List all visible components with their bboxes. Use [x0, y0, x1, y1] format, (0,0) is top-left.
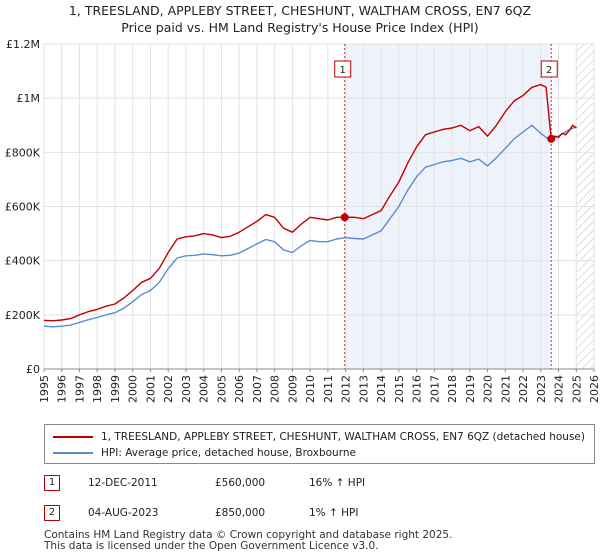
y-tick-label: £400K — [5, 255, 41, 268]
footer-line-1: Contains HM Land Registry data © Crown c… — [44, 529, 453, 541]
x-tick-label: 2003 — [180, 375, 193, 403]
x-tick-label: 2025 — [570, 375, 583, 403]
transaction-row: 1 12-DEC-2011 £560,000 16% ↑ HPI — [44, 473, 564, 493]
x-tick-label: 2004 — [198, 375, 211, 403]
transaction-price: £560,000 — [215, 477, 266, 489]
x-tick-label: 2010 — [304, 375, 317, 403]
sale-marker-badge-label: 2 — [546, 65, 552, 76]
x-tick-label: 2023 — [535, 375, 548, 403]
y-tick-label: £800K — [5, 146, 41, 159]
transaction-badge: 1 — [44, 475, 60, 491]
legend-label-property: 1, TREESLAND, APPLEBY STREET, CHESHUNT, … — [101, 431, 585, 443]
y-tick-label: £600K — [5, 201, 41, 214]
legend-label-hpi: HPI: Average price, detached house, Brox… — [101, 447, 356, 459]
x-tick-label: 2015 — [393, 375, 406, 403]
x-tick-label: 2009 — [286, 375, 299, 403]
transaction-date: 04-AUG-2023 — [88, 507, 159, 519]
x-tick-label: 2019 — [464, 375, 477, 403]
title-line-2: Price paid vs. HM Land Registry's House … — [121, 20, 479, 35]
x-tick-label: 2022 — [517, 375, 530, 403]
x-tick-label: 2000 — [127, 375, 140, 403]
x-tick-label: 2014 — [375, 375, 388, 403]
chart-title: 1, TREESLAND, APPLEBY STREET, CHESHUNT, … — [0, 2, 600, 36]
transaction-price: £850,000 — [215, 507, 266, 519]
x-tick-label: 2011 — [322, 375, 335, 403]
transaction-hpi-delta: 1% ↑ HPI — [309, 507, 359, 519]
property-price-line-tail — [550, 124, 577, 140]
x-tick-label: 2005 — [215, 375, 228, 403]
x-tick-label: 2007 — [251, 375, 264, 403]
sale-marker-badge-label: 1 — [340, 65, 346, 76]
transaction-badge: 2 — [44, 505, 60, 521]
transaction-date: 12-DEC-2011 — [88, 477, 158, 489]
y-tick-label: £200K — [5, 309, 41, 322]
x-tick-label: 2013 — [357, 375, 370, 403]
x-tick-label: 1998 — [91, 375, 104, 403]
y-tick-label: £1.2M — [6, 38, 40, 51]
hpi-line — [43, 124, 577, 328]
x-tick-label: 2006 — [233, 375, 246, 403]
x-tick-label: 2026 — [588, 375, 600, 403]
x-tick-label: 2012 — [340, 375, 353, 403]
x-tick-label: 2021 — [499, 375, 512, 403]
sale-marker-badge — [334, 60, 352, 78]
price-chart: 1 2 £0 £200K £400K £600K £800K £1M £1.2M 1995 1996… — [5, 38, 600, 403]
sale-point — [340, 213, 349, 222]
x-tick-label: 2008 — [269, 375, 282, 403]
legend-swatch-property — [53, 436, 93, 438]
x-tick-label: 2018 — [446, 375, 459, 403]
sale-point — [547, 134, 556, 143]
x-tick-label: 2020 — [482, 375, 495, 403]
x-tick-label: 1996 — [56, 375, 69, 403]
title-line-1: 1, TREESLAND, APPLEBY STREET, CHESHUNT, … — [68, 3, 532, 18]
legend-swatch-hpi — [53, 452, 93, 454]
x-tick-label: 2016 — [411, 375, 424, 403]
x-tick-label: 2024 — [553, 375, 566, 403]
footer: Contains HM Land Registry data © Crown c… — [44, 530, 452, 552]
x-tick-label: 2002 — [162, 375, 175, 403]
x-tick-label: 2017 — [428, 375, 441, 403]
y-tick-label: £1M — [17, 92, 41, 105]
property-price-line — [43, 83, 552, 322]
x-tick-label: 1995 — [38, 375, 51, 403]
transaction-row: 2 04-AUG-2023 £850,000 1% ↑ HPI — [44, 503, 564, 523]
x-tick-label: 1997 — [73, 375, 86, 403]
legend: 1, TREESLAND, APPLEBY STREET, CHESHUNT, … — [44, 424, 595, 464]
sale-marker-badge — [540, 60, 558, 78]
footer-line-2: This data is licensed under the Open Gov… — [44, 540, 379, 552]
x-tick-label: 2001 — [144, 375, 157, 403]
y-tick-label: £0 — [26, 363, 40, 376]
transaction-hpi-delta: 16% ↑ HPI — [309, 477, 366, 489]
x-tick-label: 1999 — [109, 375, 122, 403]
